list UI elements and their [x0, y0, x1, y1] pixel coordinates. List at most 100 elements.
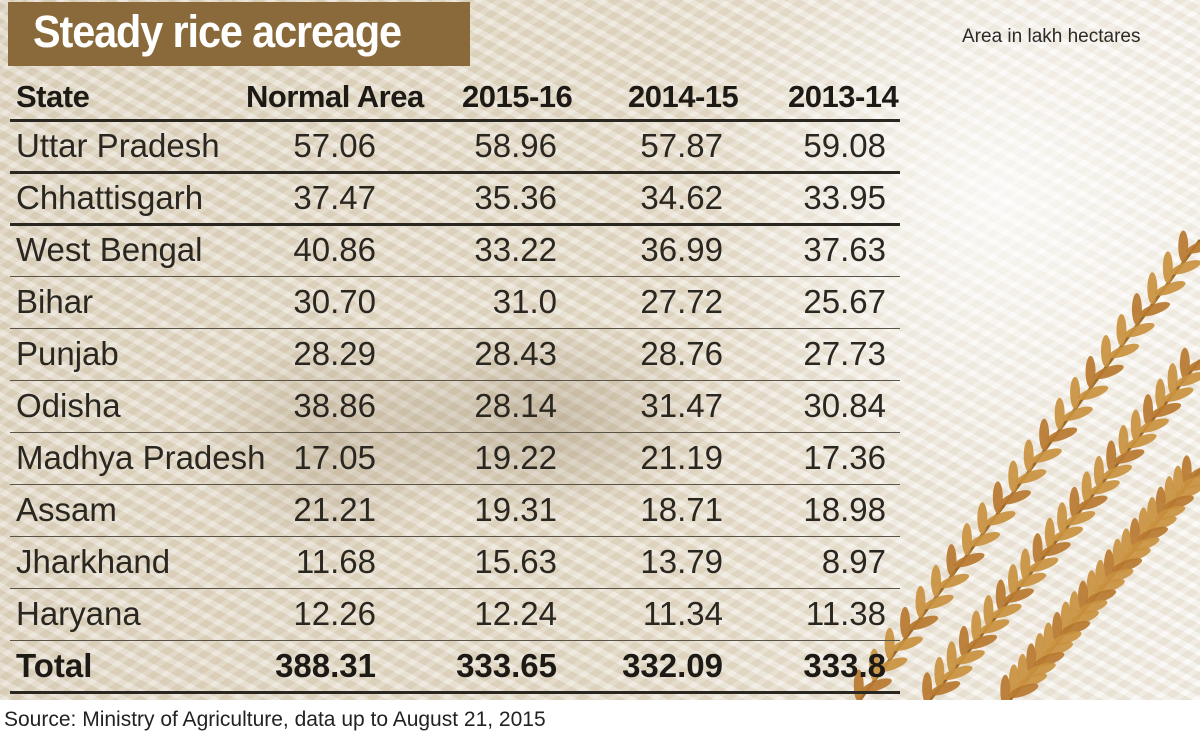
table-row: Assam 21.21 19.31 18.71 18.98: [10, 484, 900, 536]
cell-normal-area: 37.47: [293, 179, 376, 216]
rice-grain: [954, 650, 985, 665]
cell-2013-14: 27.73: [803, 335, 886, 372]
cell-2013-14: 25.67: [803, 283, 886, 320]
cell-2013-14: 59.08: [803, 127, 886, 164]
rice-grain: [1077, 599, 1108, 615]
rice-grain: [1103, 568, 1134, 583]
rice-grain: [1116, 314, 1127, 347]
row-divider: [10, 536, 900, 537]
rice-grain: [1101, 464, 1133, 480]
rice-grain: [1172, 484, 1200, 500]
cell-2014-15: 34.62: [640, 179, 723, 216]
rice-grain: [1089, 480, 1120, 495]
cell-normal-area: 17.05: [293, 439, 376, 476]
column-header-state: State: [16, 79, 90, 114]
rice-grain: [1025, 662, 1056, 678]
table-row: Madhya Pradesh 17.05 19.22 21.19 17.36: [10, 432, 900, 484]
rice-grain: [1179, 347, 1190, 380]
rice-grain: [1070, 376, 1081, 409]
row-divider: [10, 588, 900, 589]
rice-grain: [1068, 610, 1099, 625]
rice-grain: [1189, 464, 1200, 479]
rice-grain: [1062, 406, 1093, 421]
cell-2015-16: 333.65: [456, 647, 557, 684]
column-header-2013-14: 2013-14: [788, 79, 899, 114]
rice-grain: [1120, 547, 1151, 563]
rice-grain: [1187, 356, 1200, 371]
cell-normal-area: 30.70: [293, 283, 376, 320]
rice-grain: [1155, 505, 1186, 521]
rice-grain: [946, 544, 957, 577]
row-divider: [10, 276, 900, 277]
rice-grain: [907, 615, 939, 631]
cell-2013-14: 37.63: [803, 231, 886, 268]
table-row: West Bengal 40.86 33.22 36.99 37.63: [10, 224, 900, 276]
row-label: Odisha: [16, 387, 121, 424]
column-header-normal-area: Normal Area: [246, 79, 424, 114]
row-label: Uttar Pradesh: [16, 127, 220, 164]
rice-grain: [1042, 641, 1073, 657]
rice-grain: [1034, 652, 1065, 667]
rice-grain: [1155, 281, 1186, 296]
rice-grain: [1114, 449, 1145, 464]
cell-2013-14: 17.36: [803, 439, 886, 476]
rice-grain: [1131, 293, 1142, 326]
rice-grain: [1000, 490, 1031, 505]
rice-grain: [985, 511, 1016, 526]
row-label: Bihar: [16, 283, 94, 320]
rice-panicle-icon: [853, 230, 1200, 700]
rice-grain: [1077, 385, 1109, 401]
rice-grain: [1108, 343, 1140, 359]
table-row: Haryana 12.26 12.24 11.34 11.38: [10, 588, 900, 640]
row-label: Total: [16, 647, 93, 684]
rice-grain: [977, 502, 988, 535]
rice-grain: [1047, 427, 1078, 442]
cell-normal-area: 21.21: [293, 491, 376, 528]
rice-grain: [1186, 239, 1200, 254]
rice-grain: [1124, 322, 1155, 338]
cell-2014-15: 21.19: [640, 439, 723, 476]
cell-normal-area: 38.86: [293, 387, 376, 424]
rice-grain: [1111, 558, 1143, 573]
rice-grain: [1138, 418, 1169, 433]
rice-grain: [1175, 371, 1200, 387]
table-row: Odisha 38.86 28.14 31.47 30.84: [10, 380, 900, 432]
cell-normal-area: 28.29: [293, 335, 376, 372]
rice-grain: [1085, 355, 1096, 388]
title-banner: Steady rice acreage: [8, 2, 470, 66]
rice-grain: [992, 481, 1003, 514]
rice-grain: [942, 665, 973, 681]
rice-grain: [995, 579, 1006, 612]
column-header-2015-16: 2015-16: [462, 79, 573, 114]
rice-grain: [1008, 683, 1039, 698]
row-label: Chhattisgarh: [16, 179, 204, 216]
rice-grain: [1040, 541, 1071, 557]
row-label: Jharkhand: [16, 543, 171, 580]
cell-2015-16: 15.63: [474, 543, 557, 580]
rice-grain: [1015, 572, 1047, 588]
cell-2014-15: 27.72: [640, 283, 723, 320]
rice-grain: [1143, 394, 1154, 427]
row-divider: [10, 171, 900, 174]
rice-grain: [1052, 526, 1083, 541]
rice-grain: [954, 552, 985, 568]
rice-grain: [1167, 363, 1178, 396]
cell-normal-area: 11.68: [295, 543, 376, 580]
rice-grain: [1057, 502, 1068, 535]
rice-grain: [869, 648, 880, 681]
row-label: Madhya Pradesh: [16, 439, 266, 476]
cell-2015-16: 28.14: [474, 387, 557, 424]
rice-grain: [938, 573, 970, 589]
chart-title: Steady rice acreage: [33, 6, 402, 57]
row-divider: [10, 432, 900, 433]
rice-grain: [1178, 230, 1189, 263]
cell-2015-16: 19.31: [474, 491, 557, 528]
rice-grain: [861, 678, 892, 693]
rice-grain: [900, 606, 911, 639]
rice-grain: [1147, 272, 1158, 305]
rice-grain: [877, 657, 908, 672]
table-row: Chhattisgarh 37.47 35.36 34.62 33.95: [10, 172, 900, 224]
row-divider: [10, 223, 900, 226]
row-divider: [10, 328, 900, 329]
rice-grain: [1130, 409, 1141, 442]
